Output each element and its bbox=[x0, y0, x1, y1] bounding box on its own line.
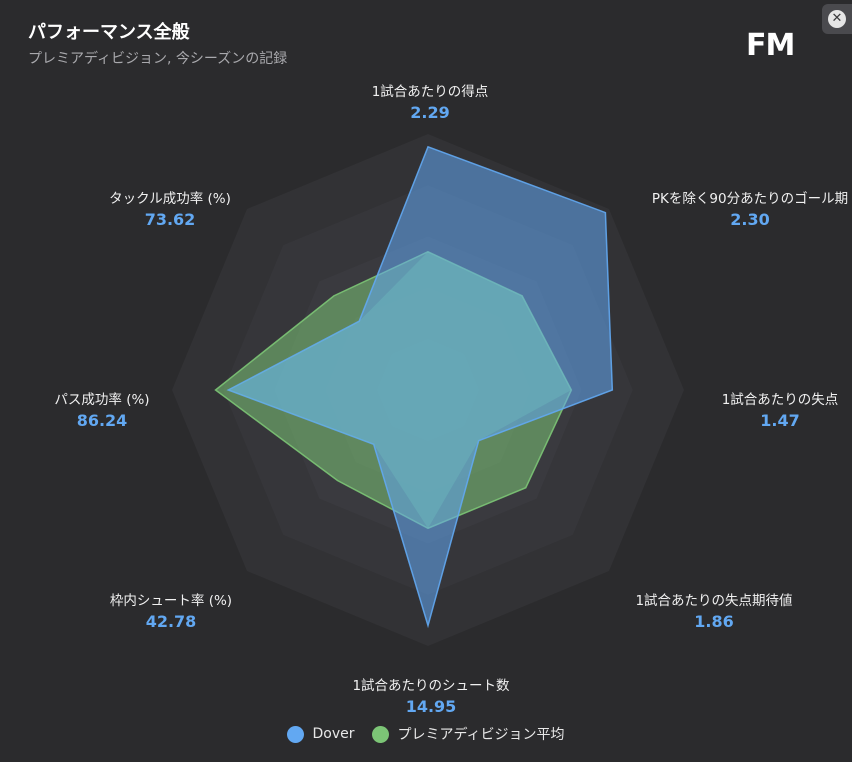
close-button[interactable]: ✕ bbox=[822, 4, 852, 34]
series-polygon-dover[interactable] bbox=[226, 145, 614, 629]
axis-label-1: PKを除く90分あたりのゴール期 bbox=[652, 190, 848, 207]
axis-value-5: 42.78 bbox=[146, 612, 197, 631]
radar-axis-labels: 1試合あたりの得点 2.29 PKを除く90分あたりのゴール期 2.30 1試合あたりの… bbox=[54, 83, 848, 716]
axis-label-4: 1試合あたりのシュート数 bbox=[352, 678, 510, 694]
radar-series bbox=[214, 145, 614, 629]
legend-item-dover[interactable]: Dover bbox=[287, 724, 354, 744]
panel-title: パフォーマンス全般 bbox=[28, 22, 190, 43]
fm-logo: FM bbox=[746, 28, 795, 63]
axis-value-3: 1.86 bbox=[694, 612, 733, 631]
legend-swatch-league-average bbox=[372, 725, 390, 743]
legend-item-league-average[interactable]: プレミアディビジョン平均 bbox=[372, 724, 565, 744]
axis-value-2: 1.47 bbox=[760, 411, 799, 430]
axis-label-5: 枠内シュート率 (%) bbox=[110, 592, 232, 609]
axis-label-2: 1試合あたりの失点 bbox=[722, 392, 839, 408]
axis-label-3: 1試合あたりの失点期待値 bbox=[635, 593, 792, 609]
axis-value-4: 14.95 bbox=[406, 697, 457, 716]
series-overlap bbox=[228, 251, 572, 529]
axis-value-7: 73.62 bbox=[145, 210, 196, 229]
close-circle-icon: ✕ bbox=[828, 10, 846, 28]
legend: Dover プレミアディビジョン平均 bbox=[0, 724, 852, 744]
legend-label-dover: Dover bbox=[312, 726, 355, 742]
panel-subtitle: プレミアディビジョン, 今シーズンの記録 bbox=[28, 51, 288, 67]
axis-label-0: 1試合あたりの得点 bbox=[372, 83, 489, 100]
legend-label-league-average: プレミアディビジョン平均 bbox=[397, 727, 565, 743]
axis-value-0: 2.29 bbox=[410, 103, 449, 122]
axis-label-7: タックル成功率 (%) bbox=[109, 190, 231, 207]
axis-label-6: パス成功率 (%) bbox=[54, 391, 149, 408]
axis-value-6: 86.24 bbox=[77, 411, 128, 430]
legend-swatch-dover bbox=[287, 725, 305, 743]
axis-value-1: 2.30 bbox=[730, 210, 769, 229]
